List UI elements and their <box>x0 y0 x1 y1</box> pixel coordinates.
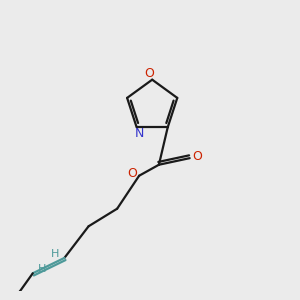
Text: N: N <box>135 127 144 140</box>
Text: O: O <box>127 167 137 181</box>
Text: O: O <box>145 68 154 80</box>
Text: H: H <box>51 248 59 259</box>
Text: H: H <box>38 264 46 274</box>
Text: O: O <box>192 150 202 163</box>
